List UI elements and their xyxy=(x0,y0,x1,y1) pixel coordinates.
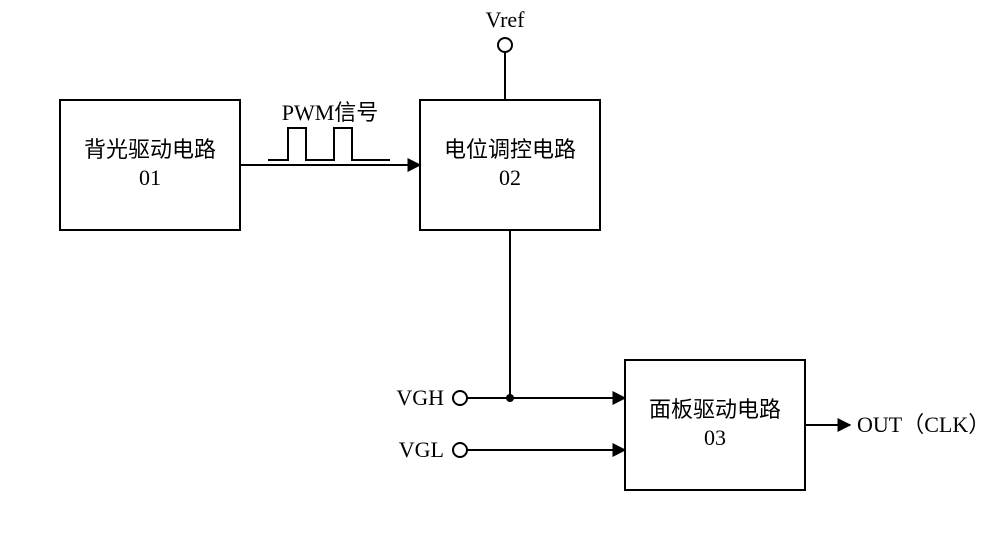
potential-title: 电位调控电路 xyxy=(444,137,576,162)
vgl-port-icon xyxy=(453,443,467,457)
out-label: OUT（CLK） xyxy=(857,412,990,437)
backlight-number: 01 xyxy=(139,165,161,190)
vref-port-icon xyxy=(498,38,512,52)
potential-number: 02 xyxy=(499,165,521,190)
pwm-waveform-icon xyxy=(268,128,390,160)
vgh-port-icon xyxy=(453,391,467,405)
panel-title: 面板驱动电路 xyxy=(649,397,781,422)
vgl-label: VGL xyxy=(399,437,444,462)
panel-number: 03 xyxy=(704,425,726,450)
vref-label: Vref xyxy=(486,7,526,32)
pwm-label: PWM信号 xyxy=(282,100,379,125)
backlight-title: 背光驱动电路 xyxy=(84,137,216,162)
vgh-label: VGH xyxy=(396,385,444,410)
block-diagram: 背光驱动电路 01 电位调控电路 02 面板驱动电路 03 PWM信号 Vref VGH VGL O… xyxy=(0,0,1000,546)
